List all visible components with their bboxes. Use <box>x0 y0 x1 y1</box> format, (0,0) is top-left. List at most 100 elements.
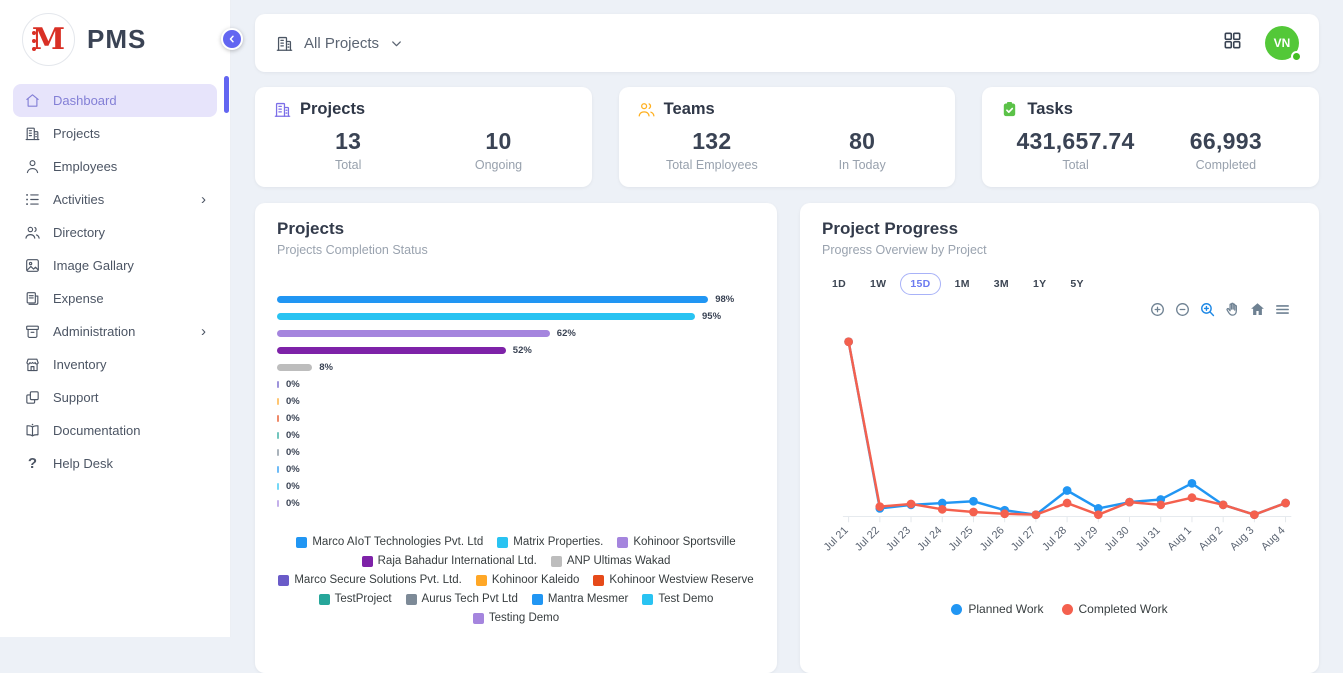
range-button-1y[interactable]: 1Y <box>1023 273 1056 295</box>
legend-item[interactable]: ANP Ultimas Wakad <box>550 555 670 567</box>
user-avatar[interactable]: VN <box>1265 26 1302 62</box>
bar[interactable] <box>277 313 695 320</box>
legend-label: Test Demo <box>658 593 714 605</box>
legend-item[interactable]: Kohinoor Sportsville <box>617 536 736 548</box>
bar[interactable] <box>277 483 279 490</box>
apps-grid-button[interactable] <box>1222 30 1243 56</box>
pan-icon[interactable] <box>1224 301 1241 318</box>
book-icon <box>26 423 39 437</box>
range-button-15d[interactable]: 15D <box>900 273 941 295</box>
bar[interactable] <box>277 449 279 456</box>
app-title: PMS <box>87 24 147 54</box>
bar-value-label: 0% <box>286 498 300 509</box>
legend-swatch <box>318 593 330 605</box>
data-point[interactable] <box>1062 486 1072 495</box>
data-point[interactable] <box>969 507 978 517</box>
app-logo: M PMS <box>0 0 230 76</box>
progress-line-chart[interactable]: Jul 21 Jul 22 Jul 23 Jul 24 Jul 25 Jul 26 Jul … <box>822 318 1297 600</box>
legend-swatch <box>550 555 562 567</box>
top-bar-actions: VN <box>1222 26 1302 62</box>
legend-item[interactable]: Matrix Properties. <box>497 536 603 548</box>
bar[interactable] <box>277 296 709 303</box>
data-point[interactable] <box>875 502 885 512</box>
range-button-1m[interactable]: 1M <box>945 273 980 295</box>
metric-value: 13 <box>335 128 362 154</box>
range-button-3m[interactable]: 3M <box>984 273 1019 295</box>
data-point[interactable] <box>1281 498 1290 508</box>
sidebar-item-inventory[interactable]: Inventory <box>13 348 217 381</box>
legend-item[interactable]: Marco Secure Solutions Pvt. Ltd. <box>278 574 462 586</box>
sidebar-item-image-gallary[interactable]: Image Gallary <box>13 249 217 282</box>
project-filter-dropdown[interactable]: All Projects <box>275 34 404 53</box>
sidebar-item-support[interactable]: Support <box>13 381 217 414</box>
range-button-1d[interactable]: 1D <box>822 273 856 295</box>
projects-chart-card: Projects Projects Completion Status 98% 9… <box>255 203 777 673</box>
legend-item[interactable]: Marco AIoT Technologies Pvt. Ltd <box>296 536 483 548</box>
bar-row: 8% <box>277 359 755 376</box>
people-icon <box>25 226 40 239</box>
data-point[interactable] <box>1000 509 1010 519</box>
data-point[interactable] <box>1093 504 1103 513</box>
sidebar-item-projects[interactable]: Projects <box>13 117 217 150</box>
legend-item[interactable]: Aurus Tech Pvt Ltd <box>405 593 518 605</box>
sidebar-item-documentation[interactable]: Documentation <box>13 414 217 447</box>
zoom-in-icon[interactable] <box>1149 301 1166 318</box>
bar[interactable] <box>277 398 279 405</box>
legend-item[interactable]: TestProject <box>318 593 392 605</box>
sidebar-item-activities[interactable]: Activities › <box>13 183 217 216</box>
legend-item[interactable]: Test Demo <box>642 593 713 605</box>
range-button-1w[interactable]: 1W <box>860 273 896 295</box>
charts-row: Projects Projects Completion Status 98% 9… <box>255 203 1319 673</box>
menu-icon[interactable] <box>1274 301 1291 318</box>
data-point[interactable] <box>1187 493 1197 503</box>
data-point[interactable] <box>1187 478 1197 488</box>
bar[interactable] <box>277 330 550 337</box>
legend-item[interactable]: Planned Work <box>951 602 1044 616</box>
data-point[interactable] <box>1250 510 1259 520</box>
data-point[interactable] <box>1093 510 1103 520</box>
bar[interactable] <box>277 500 279 507</box>
bar[interactable] <box>277 415 279 422</box>
bar[interactable] <box>277 381 279 388</box>
data-point[interactable] <box>937 504 947 514</box>
sidebar-item-dashboard[interactable]: Dashboard <box>13 84 217 117</box>
legend-item[interactable]: Kohinoor Kaleido <box>475 574 579 586</box>
data-point[interactable] <box>969 496 978 506</box>
sidebar-collapse-button[interactable] <box>221 28 243 50</box>
bar[interactable] <box>277 364 313 371</box>
sidebar-nav: Dashboard Projects Employees Activities › Dir… <box>0 76 230 480</box>
data-point[interactable] <box>844 337 853 347</box>
data-point[interactable] <box>937 498 947 508</box>
bar[interactable] <box>277 466 279 473</box>
building-icon <box>274 102 291 117</box>
data-point[interactable] <box>1156 500 1166 510</box>
legend-item[interactable]: Testing Demo <box>472 612 559 624</box>
bar[interactable] <box>277 347 506 354</box>
sidebar-item-expense[interactable]: Expense <box>13 282 217 315</box>
legend-item[interactable]: Kohinoor Westview Reserve <box>593 574 754 586</box>
data-point[interactable] <box>1125 497 1134 507</box>
legend-item[interactable]: Completed Work <box>1061 602 1168 616</box>
legend-item[interactable]: Mantra Mesmer <box>531 593 628 605</box>
selection-zoom-icon[interactable] <box>1199 301 1216 318</box>
sidebar-scrollbar-thumb[interactable] <box>224 76 229 113</box>
bar[interactable] <box>277 432 279 439</box>
legend-item[interactable]: Raja Bahadur International Ltd. <box>361 555 537 567</box>
sidebar-item-help-desk[interactable]: ? Help Desk <box>13 447 217 480</box>
stat-card-teams: Teams 132 Total Employees 80 In Today <box>618 87 956 187</box>
data-point[interactable] <box>1062 498 1072 508</box>
data-point[interactable] <box>1031 510 1041 520</box>
sidebar-item-employees[interactable]: Employees <box>13 150 217 183</box>
zoom-out-icon[interactable] <box>1174 301 1191 318</box>
data-point[interactable] <box>906 499 916 509</box>
legend-label: Raja Bahadur International Ltd. <box>377 555 537 567</box>
x-axis-label: Aug 1 <box>1165 524 1194 553</box>
home-icon[interactable] <box>1249 301 1266 318</box>
range-button-5y[interactable]: 5Y <box>1060 273 1093 295</box>
metric-label: Total <box>1062 158 1089 172</box>
bar-row: 0% <box>277 478 755 495</box>
data-point[interactable] <box>1218 500 1228 510</box>
sidebar-item-administration[interactable]: Administration › <box>13 315 217 348</box>
x-axis-label: Jul 27 <box>1009 524 1038 553</box>
sidebar-item-directory[interactable]: Directory <box>13 216 217 249</box>
